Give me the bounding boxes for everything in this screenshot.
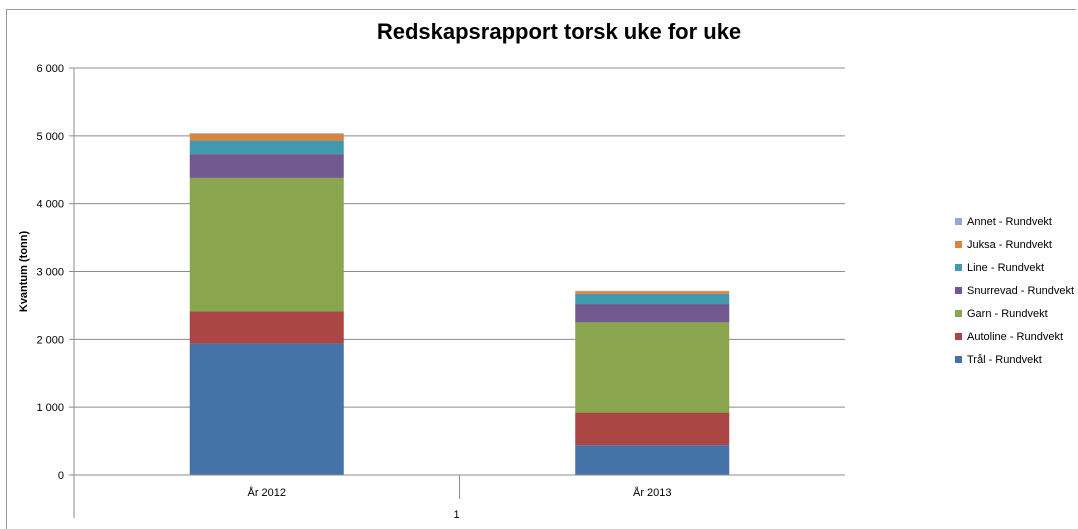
y-axis-label: Kvantum (tonn): [18, 231, 30, 313]
legend-label: Autoline - Rundvekt: [967, 331, 1063, 343]
legend-item: Garn - Rundvekt: [955, 302, 1074, 325]
bar-segment: [575, 322, 729, 412]
y-tick-label: 4 000: [36, 199, 64, 211]
legend-item: Line - Rundvekt: [955, 256, 1074, 279]
y-tick-label: 0: [58, 470, 64, 482]
bar-segment: [190, 134, 344, 141]
y-tick-label: 2 000: [36, 334, 64, 346]
bar-segment: [575, 304, 729, 322]
x-tick-label: År 2012: [247, 486, 286, 499]
legend-swatch: [955, 356, 962, 363]
legend-label: Line - Rundvekt: [967, 262, 1044, 274]
legend-label: Juksa - Rundvekt: [967, 239, 1052, 251]
y-tick-label: 3 000: [36, 267, 64, 279]
bar-segment: [190, 312, 344, 344]
y-tick-label: 1 000: [36, 402, 64, 414]
legend-swatch: [955, 264, 962, 271]
legend-label: Snurrevad - Rundvekt: [967, 285, 1074, 297]
legend-swatch: [955, 241, 962, 248]
legend-swatch: [955, 333, 962, 340]
legend-item: Annet - Rundvekt: [955, 210, 1074, 233]
legend-item: Autoline - Rundvekt: [955, 325, 1074, 348]
legend-swatch: [955, 218, 962, 225]
legend-label: Garn - Rundvekt: [967, 308, 1048, 320]
bar-segment: [190, 141, 344, 155]
gridlines: [74, 68, 845, 475]
x-tick-label: År 2013: [633, 486, 672, 499]
legend-swatch: [955, 310, 962, 317]
bar-segment: [190, 133, 344, 134]
chart-plot: 0 1 000 2 000 3 000 4 000 5 000 6 000 Kvantum (…: [0, 0, 1078, 518]
legend: Annet - Rundvekt Juksa - Rundvekt Line - R…: [955, 210, 1074, 371]
legend-swatch: [955, 287, 962, 294]
bar-segment: [190, 154, 344, 178]
bar-segment: [575, 294, 729, 304]
y-tick-label: 6 000: [36, 63, 64, 75]
legend-item: Trål - Rundvekt: [955, 348, 1074, 371]
y-tick-label: 5 000: [36, 131, 64, 143]
legend-label: Trål - Rundvekt: [967, 354, 1042, 366]
legend-item: Snurrevad - Rundvekt: [955, 279, 1074, 302]
bar-segment: [575, 445, 729, 475]
x-axis-label: 1: [453, 509, 459, 518]
legend-label: Annet - Rundvekt: [967, 216, 1052, 228]
bar-segment: [190, 178, 344, 312]
bar-segment: [190, 343, 344, 475]
bar-segment: [575, 291, 729, 294]
legend-item: Juksa - Rundvekt: [955, 233, 1074, 256]
bar-segment: [575, 413, 729, 446]
bars: [190, 133, 730, 475]
